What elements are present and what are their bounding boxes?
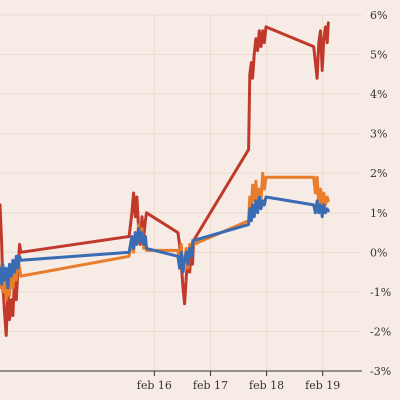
series-line-2	[0, 171, 330, 302]
x-tick-label: feb 16	[137, 379, 172, 392]
y-tick-label: 6%	[370, 9, 387, 22]
x-tick-label: feb 17	[193, 379, 228, 392]
axes	[0, 370, 362, 376]
x-tick-label: feb 18	[249, 379, 284, 392]
y-tick-label: 1%	[370, 207, 387, 220]
y-tick-label: 5%	[370, 49, 387, 62]
y-tick-label: -2%	[370, 325, 391, 338]
x-tick-label: feb 19	[305, 379, 340, 392]
y-tick-label: -1%	[370, 286, 391, 299]
series-line-3	[0, 195, 330, 290]
y-tick-label: -3%	[370, 365, 391, 378]
y-tick-label: 0%	[370, 246, 387, 259]
y-tick-label: 3%	[370, 128, 387, 141]
y-tick-label: 4%	[370, 88, 387, 101]
y-tick-label: 2%	[370, 167, 387, 180]
tick-labels: 6% 5% 4% 3% 2% 1% 0% -1% -2% -3% feb 16 feb 17 feb 1…	[137, 9, 391, 392]
series-group	[0, 21, 330, 337]
series-line-1	[0, 21, 330, 337]
grid	[0, 14, 362, 372]
